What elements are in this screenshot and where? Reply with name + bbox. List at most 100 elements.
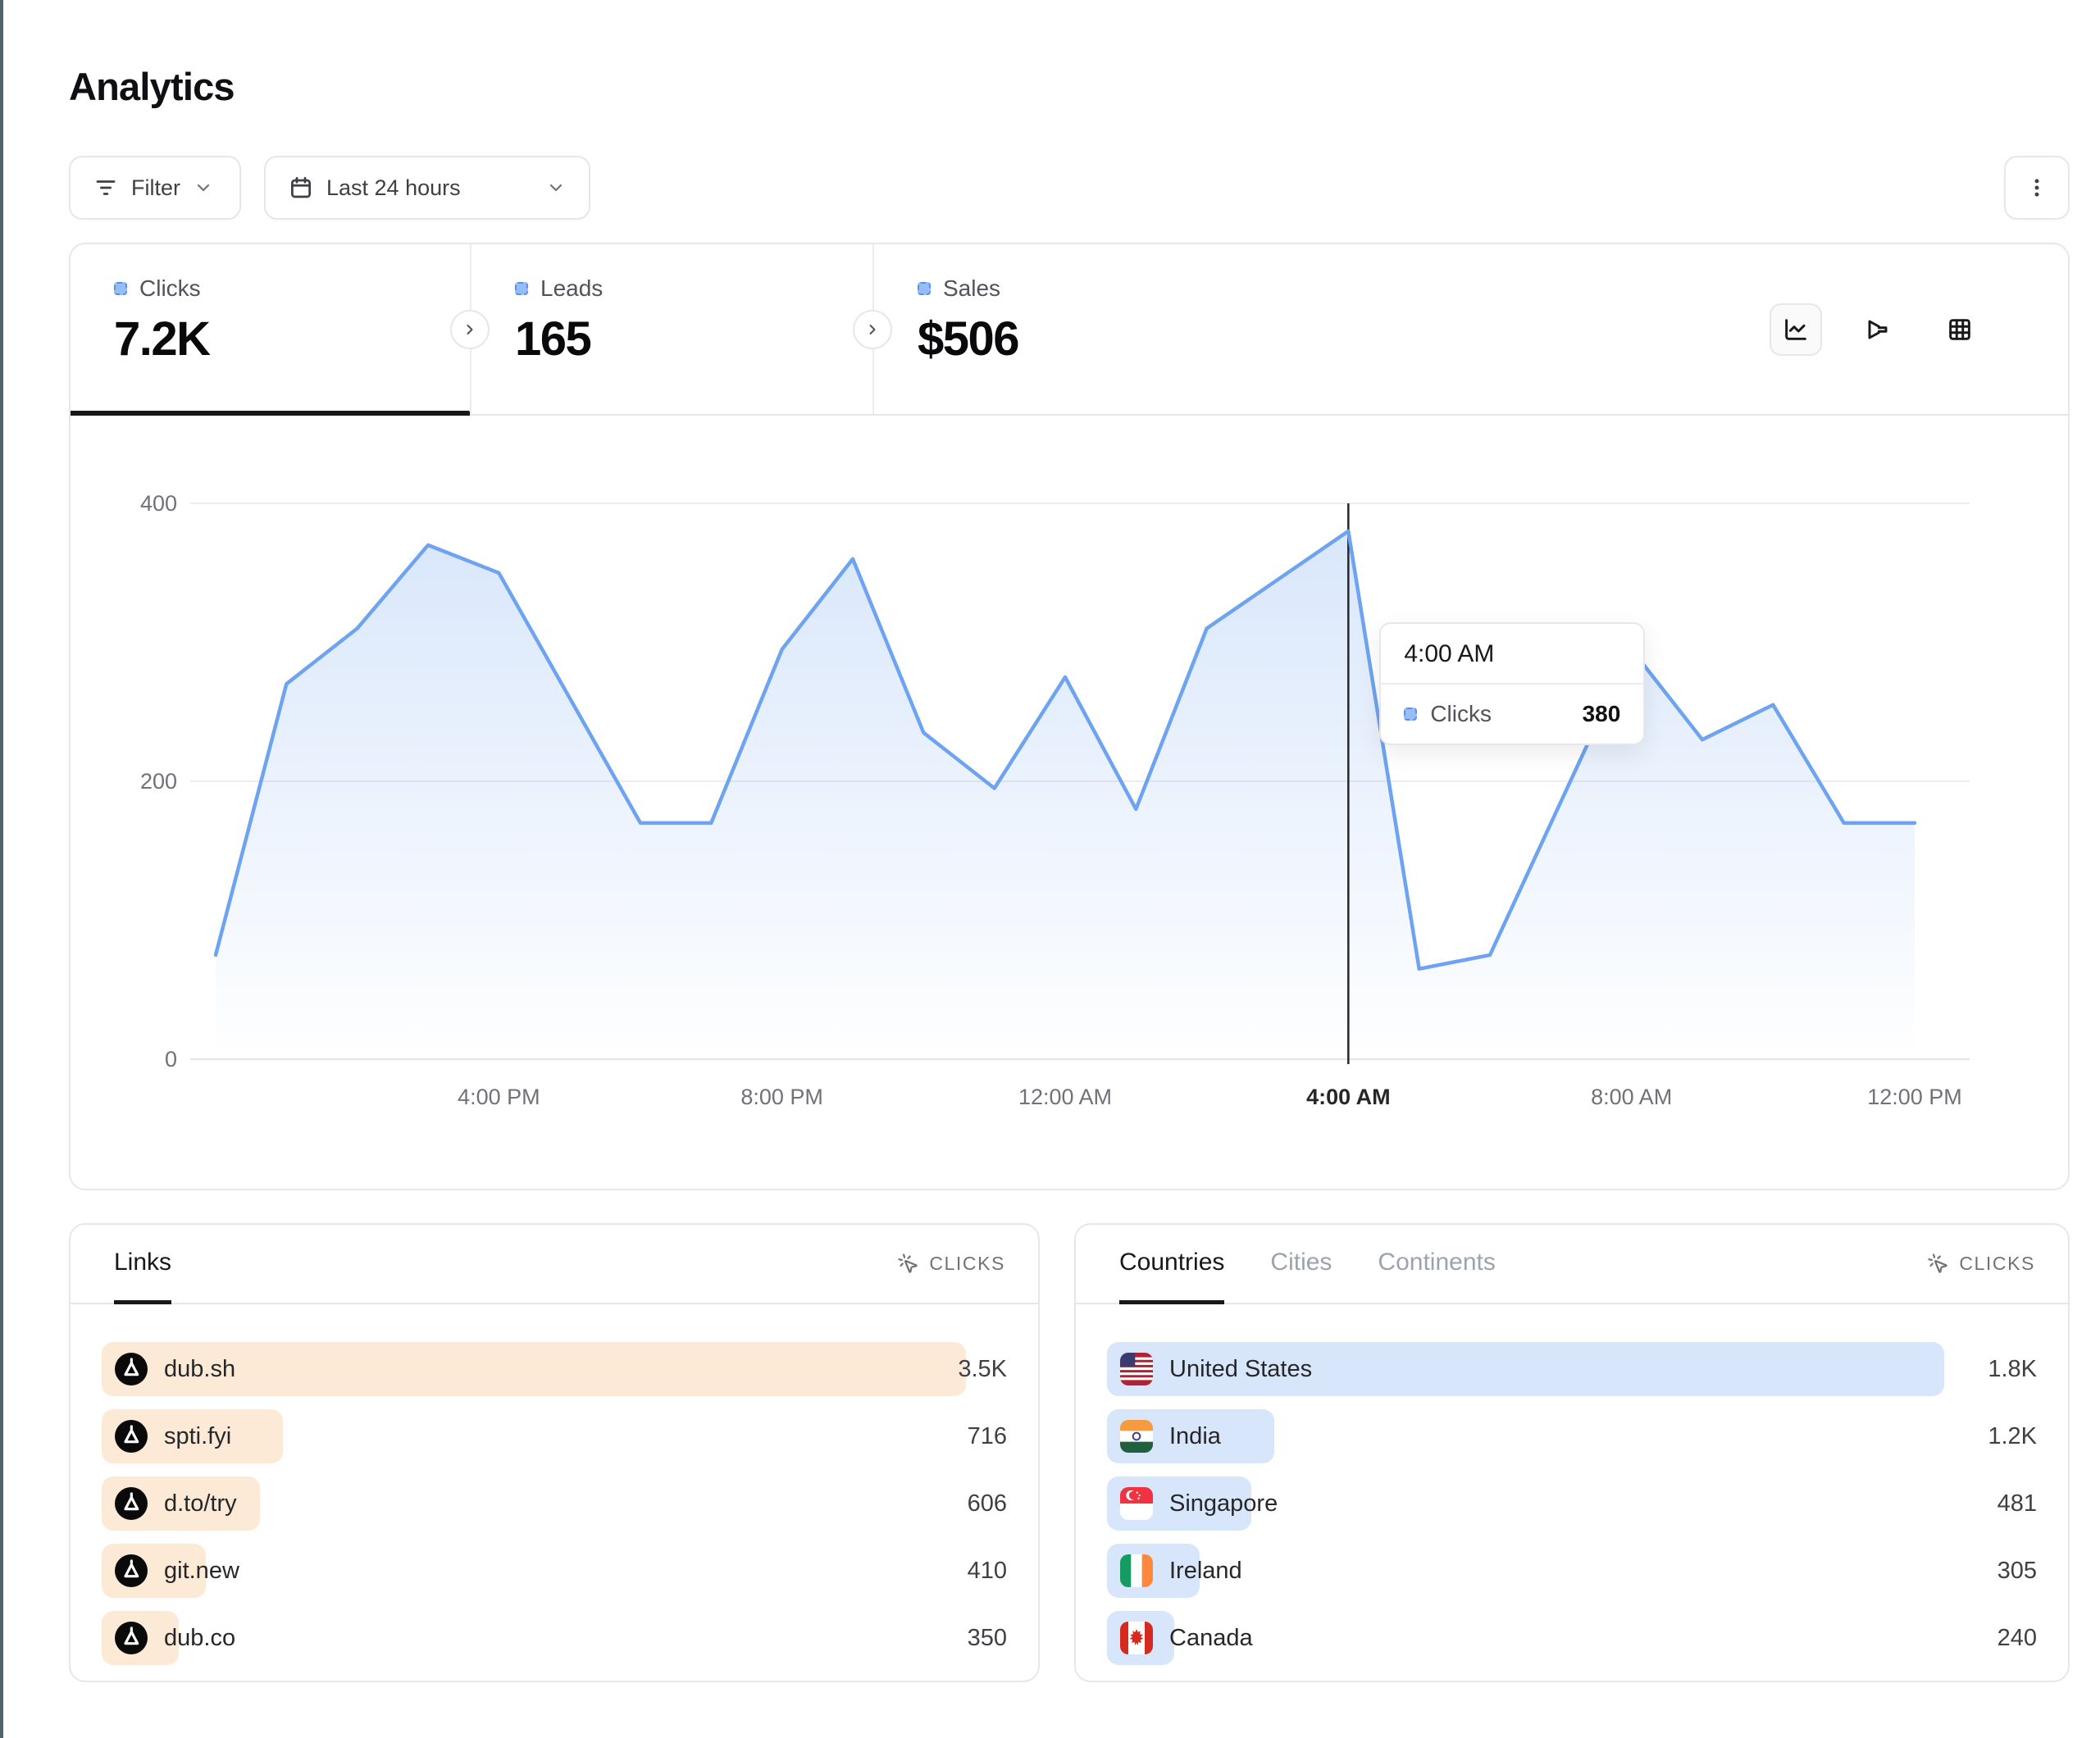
clicks-legend-swatch: [1404, 707, 1418, 721]
stat-tab-value: 7.2K: [114, 312, 211, 366]
active-tab-underline: [71, 411, 470, 416]
link-label: dub.sh: [164, 1355, 236, 1382]
flag-in-icon: [1120, 1420, 1153, 1453]
link-label: d.to/try: [164, 1490, 237, 1517]
country-value: 240: [1997, 1624, 2037, 1651]
x-axis-tick: 12:00 PM: [1867, 1085, 1962, 1109]
link-row[interactable]: spti.fyi 716: [102, 1409, 1007, 1463]
window-edge-strip: [0, 0, 3, 1738]
tooltip-value: 380: [1582, 701, 1621, 726]
dub-logo-icon: [115, 1554, 148, 1587]
table-grid-icon: [1949, 319, 1970, 340]
country-label: Singapore: [1169, 1490, 1278, 1517]
tooltip-time: 4:00 AM: [1381, 624, 1644, 685]
link-value: 606: [967, 1490, 1007, 1517]
stat-legend-swatch: [515, 282, 528, 295]
stat-tab-label: Leads: [540, 275, 604, 301]
links-metric-selector[interactable]: CLICKS: [897, 1225, 1005, 1303]
stat-tab-value: $506: [918, 312, 1020, 366]
link-row[interactable]: d.to/try 606: [102, 1476, 1007, 1531]
tab-countries[interactable]: Countries: [1119, 1225, 1225, 1304]
stat-tab-clicks[interactable]: Clicks 7.2K: [71, 244, 470, 416]
funnel-view-button[interactable]: [1852, 303, 1904, 356]
stat-tab-sales[interactable]: Sales $506: [874, 244, 1399, 414]
x-axis-tick: 4:00 PM: [458, 1085, 540, 1109]
chevron-right-icon: [869, 325, 876, 334]
stats-tabs-row: Clicks 7.2K Leads 165 Sales $506: [71, 244, 2068, 416]
link-value: 410: [967, 1557, 1007, 1584]
cursor-click-icon: [1928, 1253, 1948, 1273]
x-axis-tick: 8:00 PM: [740, 1085, 823, 1109]
line-chart-view-button[interactable]: [1770, 303, 1822, 356]
link-value: 350: [967, 1624, 1007, 1651]
flag-ie-icon: [1120, 1554, 1153, 1587]
calendar-icon: [291, 176, 311, 198]
link-label: spti.fyi: [164, 1422, 232, 1449]
country-value: 1.8K: [1988, 1355, 2037, 1382]
date-range-button[interactable]: Last 24 hours: [264, 156, 590, 220]
chart-tooltip: 4:00 AM Clicks 380: [1379, 622, 1646, 745]
tab-links[interactable]: Links: [114, 1225, 172, 1304]
clicks-area-chart[interactable]: 0 200 400 4:00 PM 8:00 PM 12:00 AM 4:00 AM 8:00…: [71, 416, 2071, 1192]
link-row[interactable]: dub.co 350: [102, 1611, 1007, 1665]
dub-logo-icon: [115, 1353, 148, 1385]
geo-metric-selector[interactable]: CLICKS: [1927, 1225, 2035, 1303]
filter-icon: [96, 180, 116, 195]
country-label: United States: [1169, 1355, 1313, 1382]
link-label: dub.co: [164, 1624, 236, 1651]
filter-button-label: Filter: [131, 175, 180, 200]
stat-legend-swatch: [918, 282, 931, 295]
flag-sg-icon: [1120, 1487, 1153, 1520]
chevron-down-icon: [549, 184, 563, 192]
table-view-button[interactable]: [1934, 303, 1986, 356]
x-axis-tick: 12:00 AM: [1018, 1085, 1112, 1109]
kebab-menu-icon: [2034, 179, 2039, 197]
links-metric-label: CLICKS: [929, 1253, 1005, 1274]
country-row[interactable]: India 1.2K: [1107, 1409, 2037, 1463]
dub-logo-icon: [115, 1487, 148, 1520]
expand-sales-button[interactable]: [853, 310, 892, 349]
country-value: 1.2K: [1988, 1422, 2037, 1449]
y-axis-tick: 200: [140, 769, 177, 794]
country-row[interactable]: Singapore 481: [1107, 1476, 2037, 1531]
country-row[interactable]: Ireland 305: [1107, 1544, 2037, 1598]
stat-legend-swatch: [114, 282, 127, 295]
tooltip-series-label: Clicks: [1430, 701, 1492, 726]
links-panel: Links CLICKS dub.sh 3.5K spti.fyi 716 d.to/t…: [69, 1223, 1040, 1682]
dub-logo-icon: [115, 1622, 148, 1654]
x-axis-tick: 4:00 AM: [1306, 1085, 1391, 1109]
link-row[interactable]: dub.sh 3.5K: [102, 1342, 1007, 1396]
link-value: 3.5K: [958, 1355, 1007, 1382]
tab-cities[interactable]: Cities: [1270, 1249, 1332, 1276]
cursor-click-icon: [898, 1253, 918, 1273]
analytics-card: Clicks 7.2K Leads 165 Sales $506 0 200 400 4:00 …: [69, 243, 2070, 1190]
expand-leads-button[interactable]: [450, 310, 490, 349]
y-axis-tick: 400: [140, 491, 177, 516]
filter-button[interactable]: Filter: [69, 156, 241, 220]
more-options-button[interactable]: [2004, 156, 2070, 220]
link-label: git.new: [164, 1557, 239, 1584]
chart-view-switcher: [1770, 303, 1986, 356]
link-row[interactable]: git.new 410: [102, 1544, 1007, 1598]
area-fill: [216, 530, 1915, 1059]
stat-tab-value: 165: [515, 312, 592, 366]
page-title: Analytics: [69, 65, 235, 108]
country-label: India: [1169, 1422, 1221, 1449]
geo-panel: Countries Cities Continents CLICKS United …: [1074, 1223, 2070, 1682]
flag-ca-icon: [1120, 1622, 1153, 1654]
country-row[interactable]: United States 1.8K: [1107, 1342, 2037, 1396]
tab-continents[interactable]: Continents: [1378, 1249, 1496, 1276]
stat-tab-leads[interactable]: Leads 165: [471, 244, 872, 414]
country-label: Canada: [1169, 1624, 1253, 1651]
dub-logo-icon: [115, 1420, 148, 1453]
country-value: 305: [1997, 1557, 2037, 1584]
date-range-label: Last 24 hours: [326, 175, 461, 200]
link-value: 716: [967, 1422, 1007, 1449]
country-row[interactable]: Canada 240: [1107, 1611, 2037, 1665]
country-bar: [1107, 1342, 1944, 1396]
y-axis-tick: 0: [165, 1047, 177, 1071]
stat-tab-label: Sales: [943, 275, 1001, 301]
flag-us-icon: [1120, 1353, 1153, 1385]
geo-metric-label: CLICKS: [1959, 1253, 2035, 1274]
